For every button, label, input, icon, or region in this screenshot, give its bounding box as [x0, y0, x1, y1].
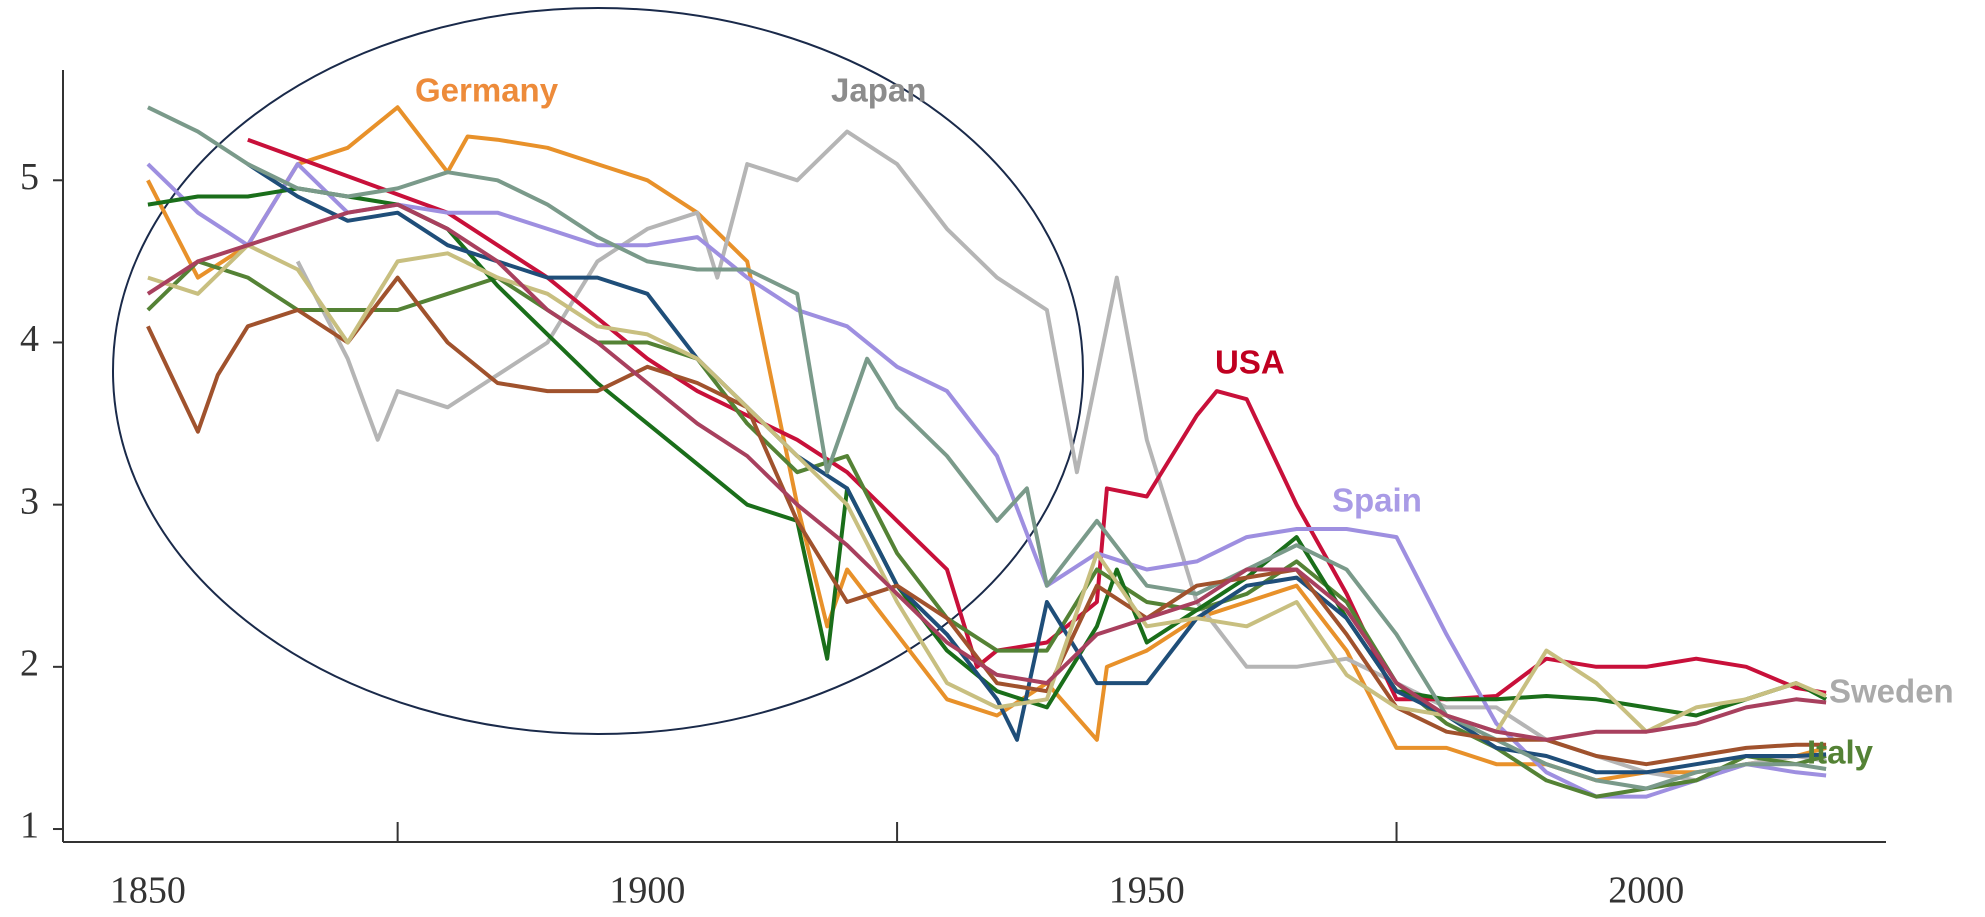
series-line [147, 243, 1827, 734]
line-label: Italy [1807, 734, 1874, 771]
line-label: Germany [415, 72, 559, 109]
series-line [146, 162, 1827, 799]
y-tick-label: 4 [20, 318, 39, 360]
y-tick-label: 3 [20, 480, 39, 522]
series-line [146, 275, 1827, 767]
y-tick-label: 2 [20, 643, 39, 685]
series-line [247, 137, 1827, 702]
line-label: USA [1215, 344, 1285, 381]
line-label: Sweden [1829, 673, 1954, 710]
x-tick-label: 2000 [1608, 870, 1684, 912]
x-tick-label: 1950 [1109, 870, 1185, 912]
highlight-ellipse [112, 7, 1084, 735]
series-line [146, 202, 1827, 742]
y-tick-label: 1 [20, 805, 39, 847]
series-line [246, 162, 1827, 775]
x-tick-label: 1900 [609, 870, 685, 912]
y-tick-label: 5 [20, 156, 39, 198]
series-line [147, 105, 1827, 791]
line-label: Spain [1332, 482, 1422, 519]
line-label: Japan [831, 72, 926, 109]
series-line [146, 259, 1827, 799]
x-tick-label: 1850 [110, 870, 186, 912]
